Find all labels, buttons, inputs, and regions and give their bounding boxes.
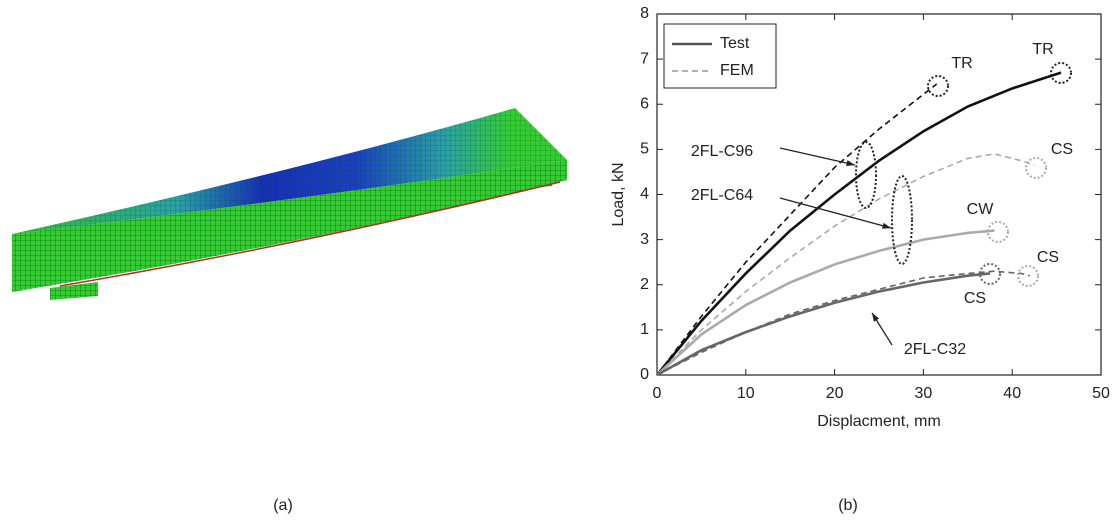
data-line: [657, 73, 1061, 375]
y-tick-label: 0: [640, 366, 649, 383]
x-tick-label: 50: [1092, 385, 1110, 402]
legend-label: FEM: [720, 62, 754, 79]
legend-label: Test: [720, 35, 750, 52]
arrow: [780, 148, 855, 165]
annotation: 2FL-C64: [691, 187, 753, 204]
data-line: [657, 271, 1030, 375]
y-tick-label: 1: [640, 321, 649, 338]
annotation: CW: [967, 201, 995, 218]
panel-label: (a): [273, 497, 293, 514]
panel-label: (b): [838, 497, 858, 514]
y-axis-label: Load, kN: [610, 162, 627, 226]
x-tick-label: 30: [915, 385, 933, 402]
y-tick-label: 6: [640, 95, 649, 112]
failure-marker: [1026, 158, 1046, 178]
figure: 0 10 20 30 40 50 0 1 2 3 4 5 6 7 8 Displacment, mm Load,…: [0, 0, 1115, 522]
y-tick-label: 7: [640, 50, 649, 67]
y-tick-label: 5: [640, 141, 649, 158]
fem-beam: [12, 108, 567, 300]
x-tick-label: 0: [653, 385, 662, 402]
annotation: CS: [964, 290, 986, 307]
arrow-head: [872, 313, 879, 322]
arrow-head: [882, 223, 891, 229]
annotation: CS: [1037, 249, 1059, 266]
arrow: [780, 198, 891, 228]
x-axis-label: Displacment, mm: [817, 413, 941, 430]
failure-marker: [928, 76, 948, 96]
annotation: TR: [1032, 41, 1053, 58]
x-tick-label: 40: [1003, 385, 1021, 402]
x-tick-label: 20: [826, 385, 844, 402]
y-tick-label: 2: [640, 276, 649, 293]
annotation: 2FL-C32: [904, 341, 966, 358]
annotation: 2FL-C96: [691, 143, 753, 160]
annotation: CS: [1051, 141, 1073, 158]
annotation: TR: [951, 55, 972, 72]
x-tick-label: 10: [737, 385, 755, 402]
y-tick-label: 3: [640, 231, 649, 248]
y-tick-label: 4: [640, 186, 649, 203]
y-tick-label: 8: [640, 5, 649, 22]
group-marker: [892, 176, 912, 264]
